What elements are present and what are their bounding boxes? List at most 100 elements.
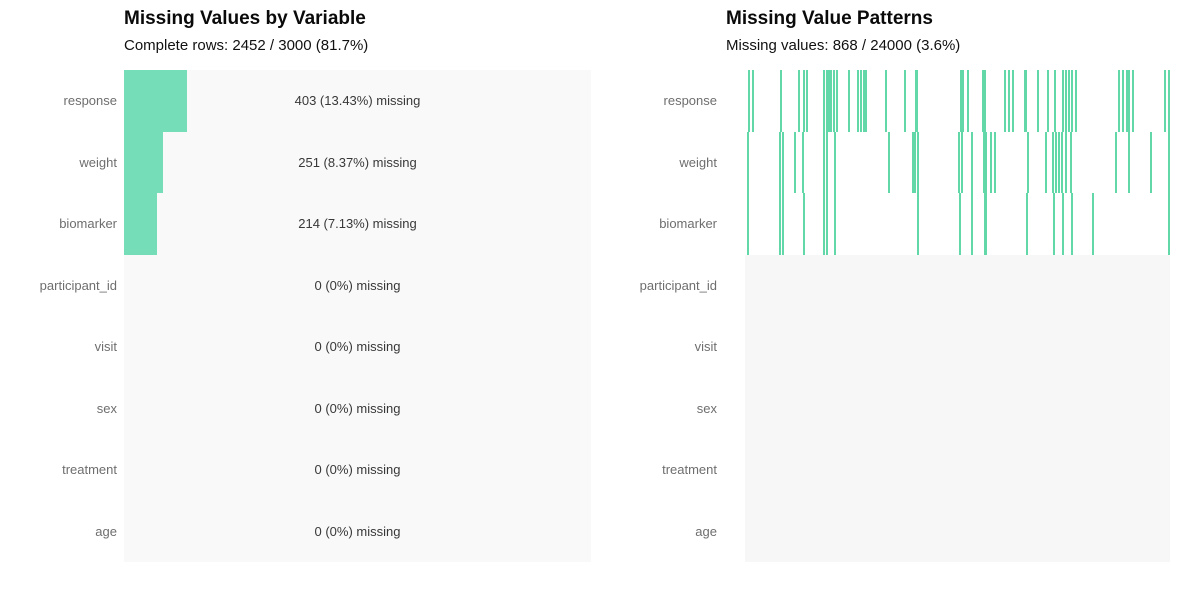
bar-value-annotation-sex: 0 (0%) missing: [314, 400, 401, 416]
missing-line-biomarker: [1070, 193, 1073, 255]
missing-line-response: [1164, 70, 1167, 132]
missing-line-weight: [917, 131, 920, 193]
missing-line-weight: [802, 131, 805, 193]
missing-line-response: [828, 70, 831, 132]
missing-line-response: [1074, 70, 1077, 132]
missing-line-response: [779, 70, 782, 132]
bar-value-annotation-visit: 0 (0%) missing: [314, 339, 401, 355]
missing-line-response: [857, 70, 860, 132]
missing-line-weight: [912, 131, 917, 193]
missing-line-biomarker: [983, 193, 987, 255]
missing-line-response: [1003, 70, 1006, 132]
missing-line-biomarker: [1167, 193, 1170, 255]
missing-line-response: [1117, 70, 1120, 132]
matrix-observed-band: [745, 70, 1170, 255]
missing-line-weight: [1045, 131, 1048, 193]
missing-line-weight: [887, 131, 890, 193]
matrix-chart-title: Missing Value Patterns: [726, 8, 933, 29]
missing-line-weight: [1061, 131, 1064, 193]
matrix-plot-area: [745, 70, 1170, 562]
missing-line-response: [915, 70, 918, 132]
y-axis-label-age: age: [95, 523, 117, 539]
missing-line-response: [847, 70, 850, 132]
missing-line-biomarker: [803, 193, 806, 255]
bar-chart-plot-area: 403 (13.43%) missing 251 (8.37%) missing 2…: [124, 70, 591, 562]
missing-line-weight: [1070, 131, 1073, 193]
y-axis-label-age: age: [695, 523, 717, 539]
bar-chart-title: Missing Values by Variable: [124, 8, 366, 29]
missing-line-weight: [1051, 131, 1054, 193]
missing-line-biomarker: [1062, 193, 1065, 255]
missing-bar-biomarker: [124, 193, 158, 255]
missing-line-biomarker: [1092, 193, 1095, 255]
missing-line-response: [747, 70, 750, 132]
missing-line-response: [960, 70, 963, 132]
missing-line-response: [966, 70, 969, 132]
missing-line-response: [860, 70, 863, 132]
bar-chart-subtitle: Complete rows: 2452 / 3000 (81.7%): [124, 37, 369, 54]
missing-bar-response: [124, 70, 187, 132]
missing-line-weight: [958, 131, 961, 193]
missing-line-response: [1070, 70, 1073, 132]
missing-line-response: [903, 70, 906, 132]
missing-line-weight: [825, 131, 828, 193]
missing-line-weight: [960, 131, 963, 193]
y-axis-label-treatment: treatment: [62, 462, 117, 478]
missing-line-weight: [1115, 131, 1118, 193]
missing-line-biomarker: [825, 193, 828, 255]
missing-line-response: [1024, 70, 1028, 132]
missing-line-response: [832, 70, 835, 132]
missing-line-biomarker: [959, 193, 962, 255]
missing-line-biomarker: [779, 193, 782, 255]
missing-line-weight: [1054, 131, 1057, 193]
missing-line-response: [982, 70, 987, 132]
matrix-chart-subtitle: Missing values: 868 / 24000 (3.6%): [726, 37, 961, 54]
y-axis-label-response: response: [663, 93, 717, 109]
missing-line-biomarker: [1053, 193, 1056, 255]
y-axis-label-biomarker: biomarker: [659, 216, 717, 232]
missing-line-biomarker: [971, 193, 974, 255]
missing-line-weight: [746, 131, 749, 193]
y-axis-label-weight: weight: [79, 154, 117, 170]
missing-line-weight: [1026, 131, 1029, 193]
missing-line-weight: [1150, 131, 1153, 193]
bar-value-annotation-weight: 251 (8.37%) missing: [298, 154, 417, 170]
missing-line-weight: [782, 131, 785, 193]
missing-line-biomarker: [746, 193, 749, 255]
bar-value-annotation-treatment: 0 (0%) missing: [314, 462, 401, 478]
missing-line-response: [1046, 70, 1049, 132]
missing-line-weight: [834, 131, 837, 193]
missing-line-weight: [779, 131, 782, 193]
y-axis-label-weight: weight: [679, 154, 717, 170]
missing-line-response: [1167, 70, 1170, 132]
missing-line-biomarker: [834, 193, 837, 255]
y-axis-label-response: response: [63, 93, 117, 109]
missing-line-response: [830, 70, 833, 132]
y-axis-label-treatment: treatment: [662, 462, 717, 478]
missing-line-weight: [1058, 131, 1061, 193]
missing-line-response: [1036, 70, 1039, 132]
missing-line-weight: [793, 131, 796, 193]
missing-line-response: [825, 70, 828, 132]
missing-line-response: [865, 70, 868, 132]
bar-chart-y-axis-labels: response weight biomarker participant_id vis…: [0, 70, 117, 562]
y-axis-label-visit: visit: [94, 339, 117, 355]
y-axis-label-sex: sex: [696, 400, 717, 416]
missing-line-response: [803, 70, 806, 132]
missing-line-biomarker: [782, 193, 785, 255]
missing-line-weight: [971, 131, 974, 193]
bar-value-annotation-age: 0 (0%) missing: [314, 523, 401, 539]
missing-line-weight: [983, 131, 987, 193]
matrix-y-axis-labels: response weight biomarker participant_id vis…: [600, 70, 717, 562]
missing-line-weight: [994, 131, 997, 193]
missing-line-response: [751, 70, 754, 132]
missing-line-response: [1068, 70, 1070, 132]
missing-line-weight: [1167, 131, 1170, 193]
missing-line-response: [798, 70, 801, 132]
y-axis-label-sex: sex: [96, 400, 117, 416]
missing-bar-weight: [124, 131, 164, 193]
y-axis-label-visit: visit: [694, 339, 717, 355]
bar-value-annotation-response: 403 (13.43%) missing: [294, 93, 421, 109]
missing-line-biomarker: [1025, 193, 1028, 255]
